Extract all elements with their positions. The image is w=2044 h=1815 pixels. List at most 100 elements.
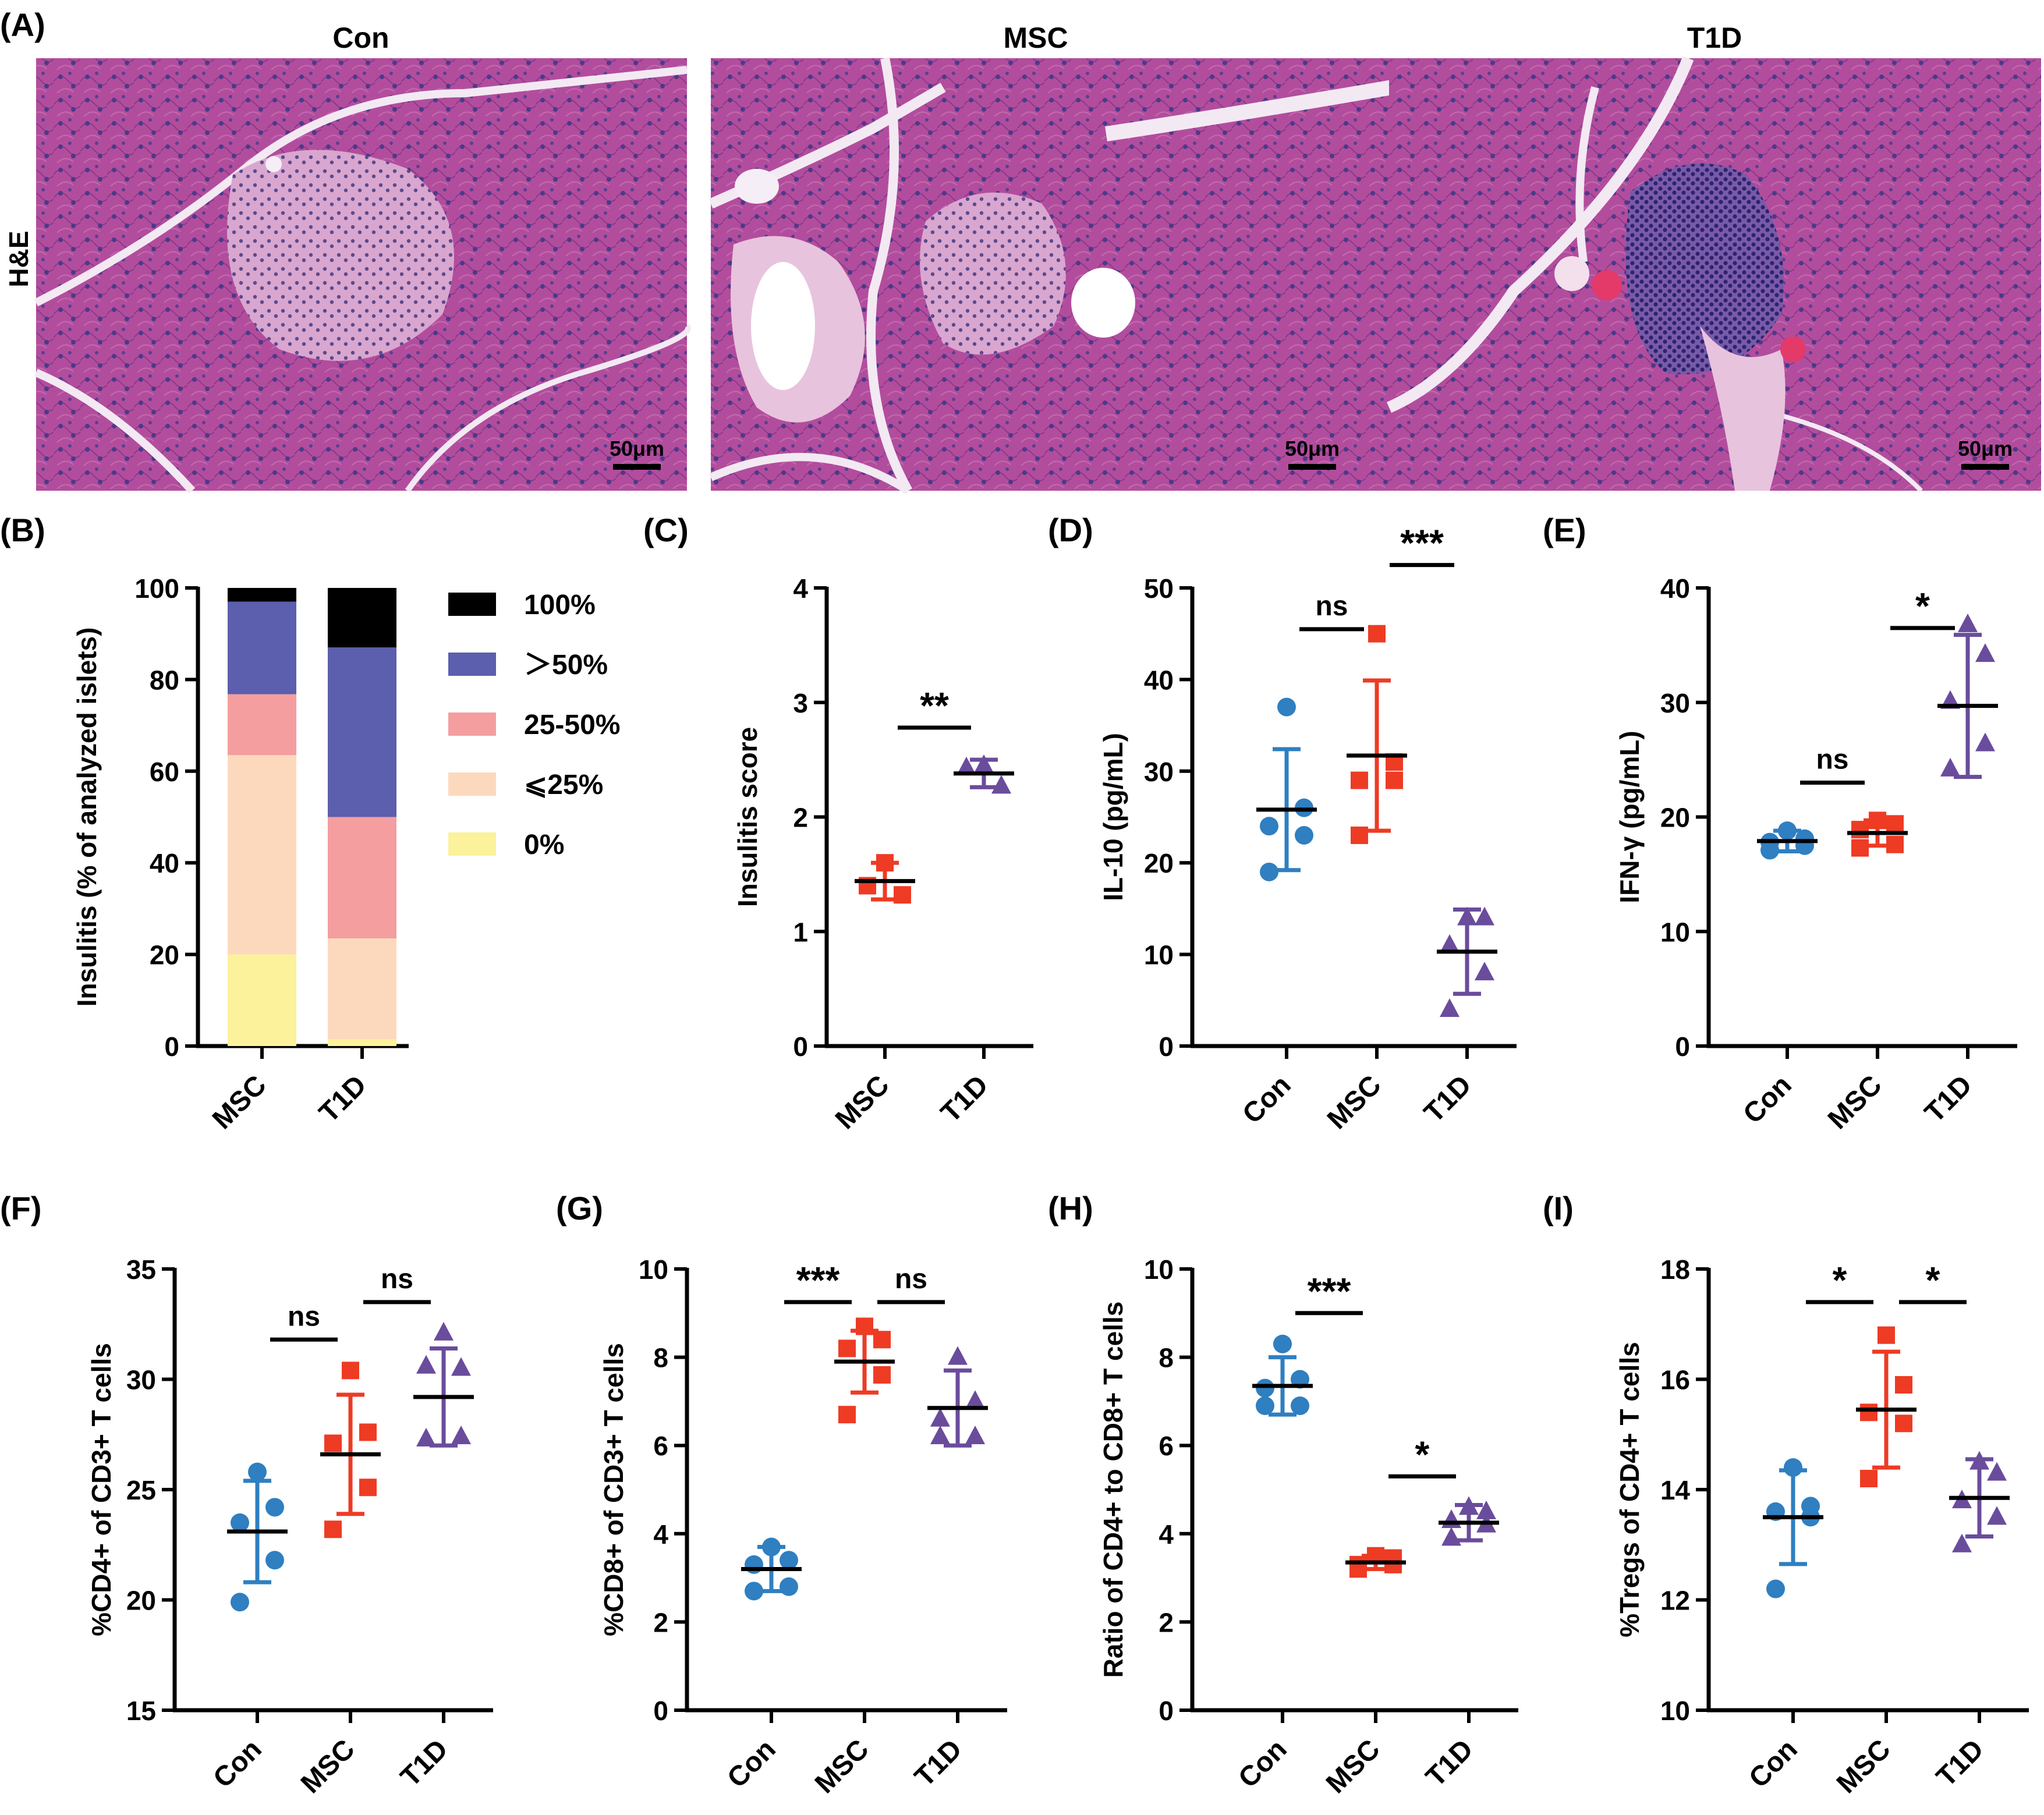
data-point: [265, 1498, 284, 1517]
group-con: [1256, 697, 1317, 881]
x-tick-label: T1D: [313, 1069, 373, 1129]
x-tick-label: T1D: [1420, 1734, 1479, 1793]
data-point: [1291, 1396, 1309, 1415]
data-point: [1940, 757, 1960, 777]
data-point: [1975, 732, 1995, 751]
y-tick-label: 6: [1159, 1431, 1174, 1461]
data-point: [965, 1426, 985, 1445]
data-point: [838, 1339, 856, 1357]
he-image-con: 50μm: [34, 58, 691, 494]
significance-label: ns: [895, 1264, 927, 1295]
significance-label: ***: [796, 1259, 840, 1301]
y-tick-label: 1: [793, 917, 808, 947]
data-point: [324, 1520, 342, 1539]
x-tick-label: Con: [1232, 1734, 1292, 1793]
data-point: [248, 1462, 267, 1481]
y-axis-label: Insulitis (% of analyzed islets): [72, 628, 102, 1007]
y-tick-label: 10: [1660, 917, 1690, 947]
y-tick-label: 25: [126, 1475, 156, 1505]
legend-label: ＞50%: [524, 650, 608, 680]
data-point: [930, 1408, 950, 1427]
data-point: [231, 1513, 249, 1532]
group-con: [1757, 821, 1818, 860]
data-point: [434, 1321, 454, 1341]
bar-segment: [328, 1039, 396, 1046]
data-point: [1958, 613, 1978, 632]
significance-label: ***: [1308, 1270, 1351, 1312]
significance-label: ns: [381, 1264, 413, 1295]
panel-label: (E): [1543, 512, 1586, 548]
significance-label: **: [920, 685, 949, 726]
y-tick-label: 10: [1660, 1696, 1690, 1726]
group-t1d: [1949, 1451, 2010, 1552]
data-point: [359, 1423, 377, 1441]
x-tick-label: MSC: [1320, 1734, 1386, 1799]
significance-label: ns: [1816, 744, 1848, 775]
bar-segment: [228, 601, 296, 694]
chart-g: (G) 0 2 4 6 8 10 %CD8+ of CD3+ T cells Con MSC T1D…: [556, 1190, 1007, 1799]
x-tick-label: MSC: [207, 1069, 272, 1135]
data-point: [1273, 1334, 1292, 1353]
data-point: [416, 1427, 436, 1447]
scale-bar-con: [613, 464, 661, 470]
legend-label: 25-50%: [524, 710, 620, 740]
image-title-con: Con: [332, 22, 389, 54]
data-point: [1256, 1378, 1274, 1398]
panel-label: (F): [0, 1190, 42, 1226]
y-tick-label: 40: [1660, 573, 1690, 604]
y-tick-label: 30: [126, 1365, 156, 1395]
panel-a: (A) H&E Con 50μm MSC 50μm: [0, 6, 2041, 494]
data-point: [1386, 771, 1403, 789]
data-point: [873, 1366, 891, 1384]
group-msc: [320, 1362, 381, 1539]
data-point: [957, 756, 976, 775]
legend-swatch: [448, 653, 496, 676]
y-tick-label: 0: [1675, 1031, 1690, 1062]
group-con: [1763, 1458, 1823, 1598]
data-point: [1260, 862, 1278, 881]
data-point: [265, 1551, 284, 1570]
group-t1d: [1937, 613, 1998, 779]
y-tick-label: 16: [1660, 1365, 1690, 1395]
legend-swatch: [448, 832, 496, 856]
group-msc: [1345, 1547, 1406, 1578]
scale-bar-text-msc: 50μm: [1285, 437, 1340, 460]
group-t1d: [1439, 1496, 1499, 1546]
y-axis-label: %Tregs of CD4+ T cells: [1614, 1342, 1645, 1637]
data-point: [1351, 771, 1368, 789]
legend-swatch: [448, 593, 496, 616]
data-point: [1476, 1500, 1496, 1519]
significance-label: ns: [1315, 591, 1348, 622]
data-point: [1441, 1527, 1461, 1546]
data-point: [1441, 1509, 1461, 1529]
x-tick-label: MSC: [295, 1734, 361, 1799]
y-tick-label: 0: [1159, 1031, 1174, 1062]
group-t1d: [927, 1346, 988, 1448]
y-tick-label: 40: [1144, 665, 1174, 695]
scale-bar-msc: [1288, 464, 1336, 470]
group-t1d: [413, 1321, 474, 1448]
bar-segment: [328, 588, 396, 648]
panel-label: (H): [1048, 1190, 1093, 1226]
y-tick-label: 50: [1144, 573, 1174, 604]
y-tick-label: 18: [1660, 1254, 1690, 1285]
data-point: [1475, 962, 1494, 981]
x-tick-label: T1D: [909, 1734, 968, 1793]
data-point: [1277, 697, 1296, 717]
x-tick-label: Con: [721, 1734, 781, 1793]
x-tick-label: T1D: [1418, 1069, 1478, 1129]
group-msc: [855, 854, 915, 904]
data-point: [451, 1426, 471, 1445]
he-image-t1d: 50μm: [1386, 56, 2041, 492]
chart-d: (D) 0 10 20 30 40 50 IL-10 (pg/mL) Con MSC T1D ns **…: [1048, 512, 1517, 1135]
group-msc: [1856, 1326, 1917, 1488]
x-tick-label: T1D: [395, 1734, 454, 1793]
y-tick-label: 0: [164, 1031, 179, 1062]
scale-bar-text-con: 50μm: [610, 437, 664, 460]
x-tick-label: MSC: [1322, 1069, 1387, 1135]
y-axis-label: Insulitis score: [732, 727, 763, 907]
panel-label: (B): [0, 512, 45, 548]
data-point: [948, 1346, 968, 1365]
group-con: [741, 1537, 802, 1601]
panel-label: (I): [1543, 1190, 1574, 1226]
